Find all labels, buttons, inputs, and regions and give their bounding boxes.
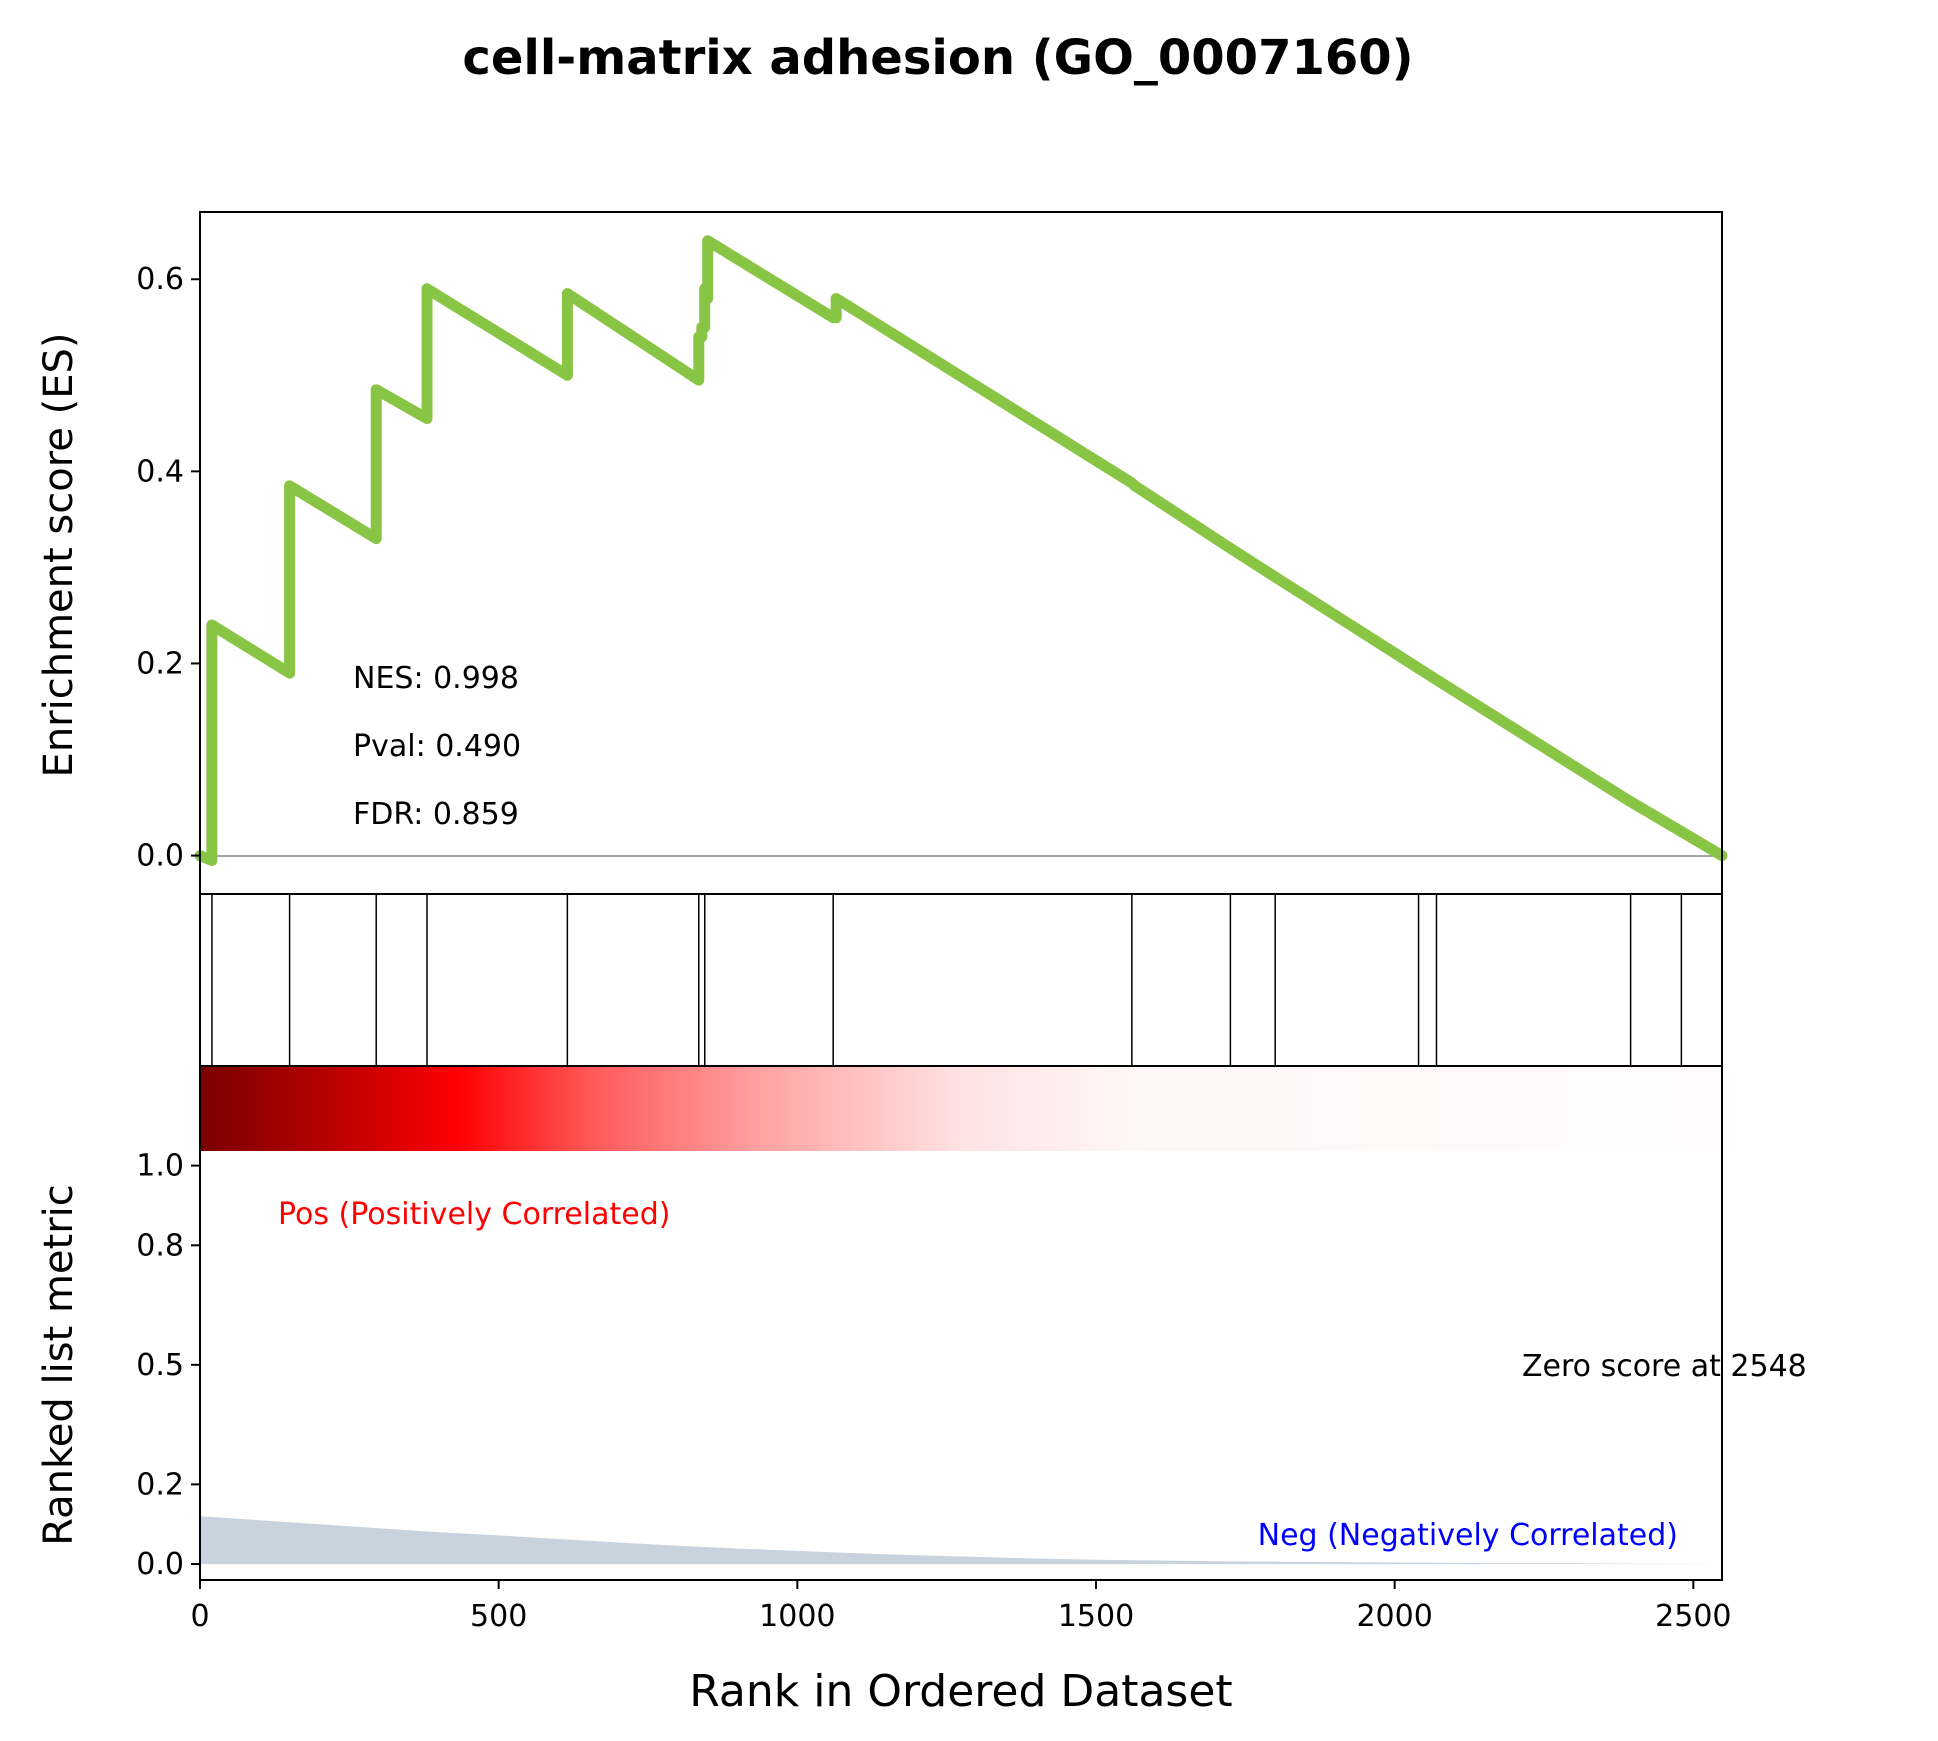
neg-label: Neg (Negatively Correlated) [1258,1518,1678,1553]
hits-panel-frame [199,893,1723,1067]
x-tick-label: 1500 [1058,1599,1134,1634]
es-line [194,235,1728,866]
es-y-tick-label: 0.2 [136,646,184,681]
x-axis: 0 500 1000 1500 2000 2500 [190,1580,1732,1634]
es-panel: 0.0 0.2 0.4 0.6 Enrichment score (ES) NES: … [36,211,1728,895]
metric-y-tick-label: 0.2 [136,1467,184,1502]
pos-label: Pos (Positively Correlated) [278,1197,670,1232]
es-y-label: Enrichment score (ES) [36,333,82,778]
es-y-axis: 0.0 0.2 0.4 0.6 [136,262,200,874]
x-tick-label: 500 [470,1599,527,1634]
metric-y-label: Ranked list metric [36,1184,82,1546]
x-axis-label: Rank in Ordered Dataset [689,1666,1232,1717]
metric-y-axis: 0.0 0.2 0.5 0.8 1.0 [136,1149,200,1582]
metric-y-tick-label: 0.5 [136,1348,184,1383]
zero-score-label: Zero score at 2548 [1522,1349,1807,1384]
x-tick-label: 1000 [759,1599,835,1634]
x-tick-label: 2500 [1655,1599,1731,1634]
nes-stat: NES: 0.998 [353,661,519,696]
rank-heatmap-bar [200,1066,1722,1151]
metric-y-tick-label: 0.0 [136,1547,184,1582]
x-tick-label: 0 [190,1599,209,1634]
chart-title: cell-matrix adhesion (GO_0007160) [462,30,1413,86]
metric-y-tick-label: 0.8 [136,1228,184,1263]
metric-y-tick-label: 1.0 [136,1149,184,1184]
es-y-tick-label: 0.6 [136,262,184,297]
metric-area [200,1516,1722,1565]
gene-hit-lines [211,894,1683,1066]
x-tick-label: 2000 [1356,1599,1432,1634]
es-y-tick-label: 0.4 [136,454,184,489]
metric-panel: 0.0 0.2 0.5 0.8 1.0 Ranked list metric Pos (… [36,1065,1807,1582]
pval-stat: Pval: 0.490 [353,729,521,764]
fdr-stat: FDR: 0.859 [353,797,519,832]
hits-panel [199,893,1723,1067]
metric-panel-frame [199,1065,1723,1581]
es-y-tick-label: 0.0 [136,839,184,874]
